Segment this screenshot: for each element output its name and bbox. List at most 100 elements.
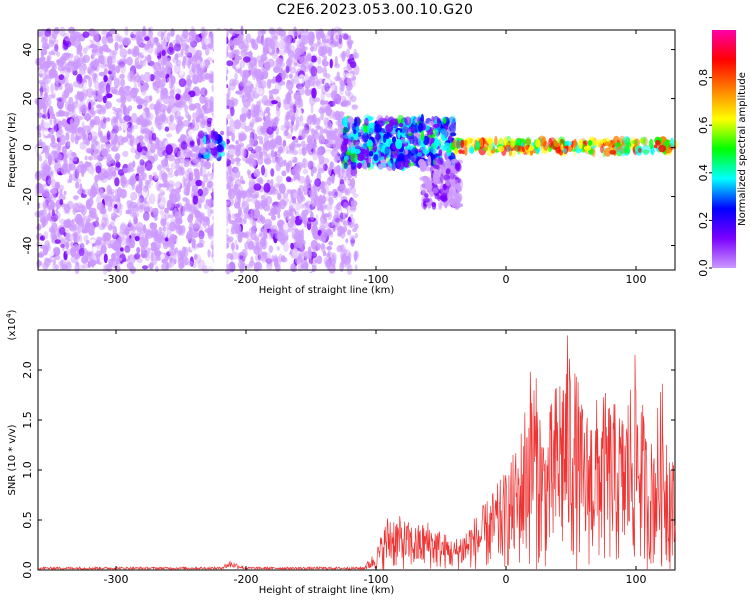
heatmap-cell — [326, 245, 333, 251]
heatmap-cell — [165, 57, 171, 64]
heatmap-cell — [301, 35, 309, 45]
heatmap-cell — [50, 168, 55, 175]
y-tick-label: 40 — [21, 43, 34, 57]
heatmap-cell — [183, 187, 190, 195]
heatmap-cell — [288, 56, 293, 67]
heatmap-cell — [325, 92, 332, 98]
heatmap-cell — [200, 113, 205, 120]
heatmap-cell — [232, 79, 240, 86]
heatmap-cell — [377, 144, 384, 149]
heatmap-cell — [298, 213, 307, 221]
heatmap-cell — [150, 61, 156, 68]
heatmap-cell — [180, 37, 184, 47]
heatmap-cell — [301, 196, 306, 202]
heatmap-cell — [464, 139, 468, 147]
heatmap-cell — [134, 61, 141, 69]
heatmap-cell — [358, 146, 367, 157]
heatmap-cell — [88, 166, 95, 175]
heatmap-cell — [308, 33, 315, 45]
heatmap-cell — [301, 122, 306, 127]
heatmap-cell — [243, 216, 247, 225]
heatmap-cell — [43, 128, 49, 137]
heatmap-cell — [363, 161, 368, 170]
heatmap-cell — [252, 219, 257, 230]
heatmap-cell — [301, 128, 306, 140]
heatmap-cell — [517, 145, 524, 152]
heatmap-cell — [75, 261, 80, 266]
heatmap-cell — [79, 234, 83, 243]
heatmap-cell — [156, 44, 161, 54]
heatmap-cell — [92, 246, 98, 254]
heatmap-cell — [231, 41, 236, 49]
heatmap-cell — [160, 31, 164, 41]
heatmap-cell — [322, 136, 325, 145]
heatmap-cell — [266, 126, 274, 135]
heatmap-cell — [63, 190, 67, 195]
heatmap-cell — [168, 214, 175, 219]
heatmap-cell — [126, 127, 133, 137]
heatmap-cell — [349, 61, 357, 69]
heatmap-cell — [127, 105, 132, 112]
heatmap-cell — [226, 60, 234, 67]
heatmap-cell — [91, 94, 96, 103]
heatmap-cell — [307, 160, 314, 170]
heatmap-cell — [299, 114, 304, 123]
heatmap-cell — [44, 91, 48, 99]
heatmap-cell — [131, 112, 138, 123]
heatmap-cell — [95, 165, 102, 174]
heatmap-cell — [144, 160, 153, 172]
heatmap-cell — [275, 138, 279, 149]
heatmap-cell — [170, 240, 175, 250]
heatmap-cell — [272, 249, 277, 256]
heatmap-cell — [53, 246, 60, 257]
heatmap-cell — [296, 44, 304, 51]
heatmap-cell — [296, 193, 303, 204]
heatmap-cell — [173, 179, 181, 189]
heatmap-cell — [88, 123, 94, 131]
y-tick-label: -20 — [21, 188, 34, 206]
heatmap-cell — [88, 76, 92, 88]
heatmap-cell — [191, 118, 196, 125]
heatmap-cell — [120, 103, 127, 115]
heatmap-cell — [78, 69, 86, 76]
heatmap-cell — [72, 202, 80, 213]
heatmap-cell — [255, 82, 259, 88]
heatmap-cell — [354, 232, 359, 239]
heatmap-cell — [127, 255, 131, 261]
heatmap-cell — [408, 126, 416, 133]
heatmap-cell — [288, 253, 293, 264]
heatmap-cell — [158, 192, 162, 201]
heatmap-cell — [176, 249, 183, 260]
heatmap-cell — [197, 130, 205, 139]
heatmap-cell — [150, 43, 154, 48]
heatmap-cell — [404, 116, 412, 126]
heatmap-cell — [290, 215, 296, 223]
heatmap-cell — [494, 135, 498, 146]
snr-frame — [37, 329, 676, 571]
heatmap-cell — [341, 32, 349, 40]
heatmap-cell — [281, 170, 287, 177]
heatmap-cell — [290, 242, 294, 250]
heatmap-cell — [134, 137, 139, 146]
heatmap-cell — [282, 233, 286, 244]
heatmap-cell — [54, 43, 59, 52]
heatmap-cell — [68, 96, 74, 104]
heatmap-cell — [161, 172, 168, 183]
heatmap-cell — [98, 84, 105, 95]
heatmap-cell — [136, 257, 143, 264]
heatmap-cell — [391, 136, 397, 144]
heatmap-cell — [228, 148, 236, 156]
heatmap-cell — [82, 47, 88, 55]
heatmap-cell — [175, 217, 183, 225]
heatmap-cell — [206, 57, 213, 62]
heatmap-cell — [373, 154, 379, 162]
heatmap-cell — [449, 184, 457, 190]
heatmap-cell — [111, 259, 118, 269]
heatmap-cell — [242, 156, 246, 162]
heatmap-cell — [129, 135, 135, 145]
heatmap-cell — [341, 51, 346, 62]
heatmap-cell — [188, 103, 197, 111]
heatmap-cell — [276, 246, 280, 251]
heatmap-cell — [242, 56, 251, 63]
heatmap-cell — [35, 182, 43, 193]
